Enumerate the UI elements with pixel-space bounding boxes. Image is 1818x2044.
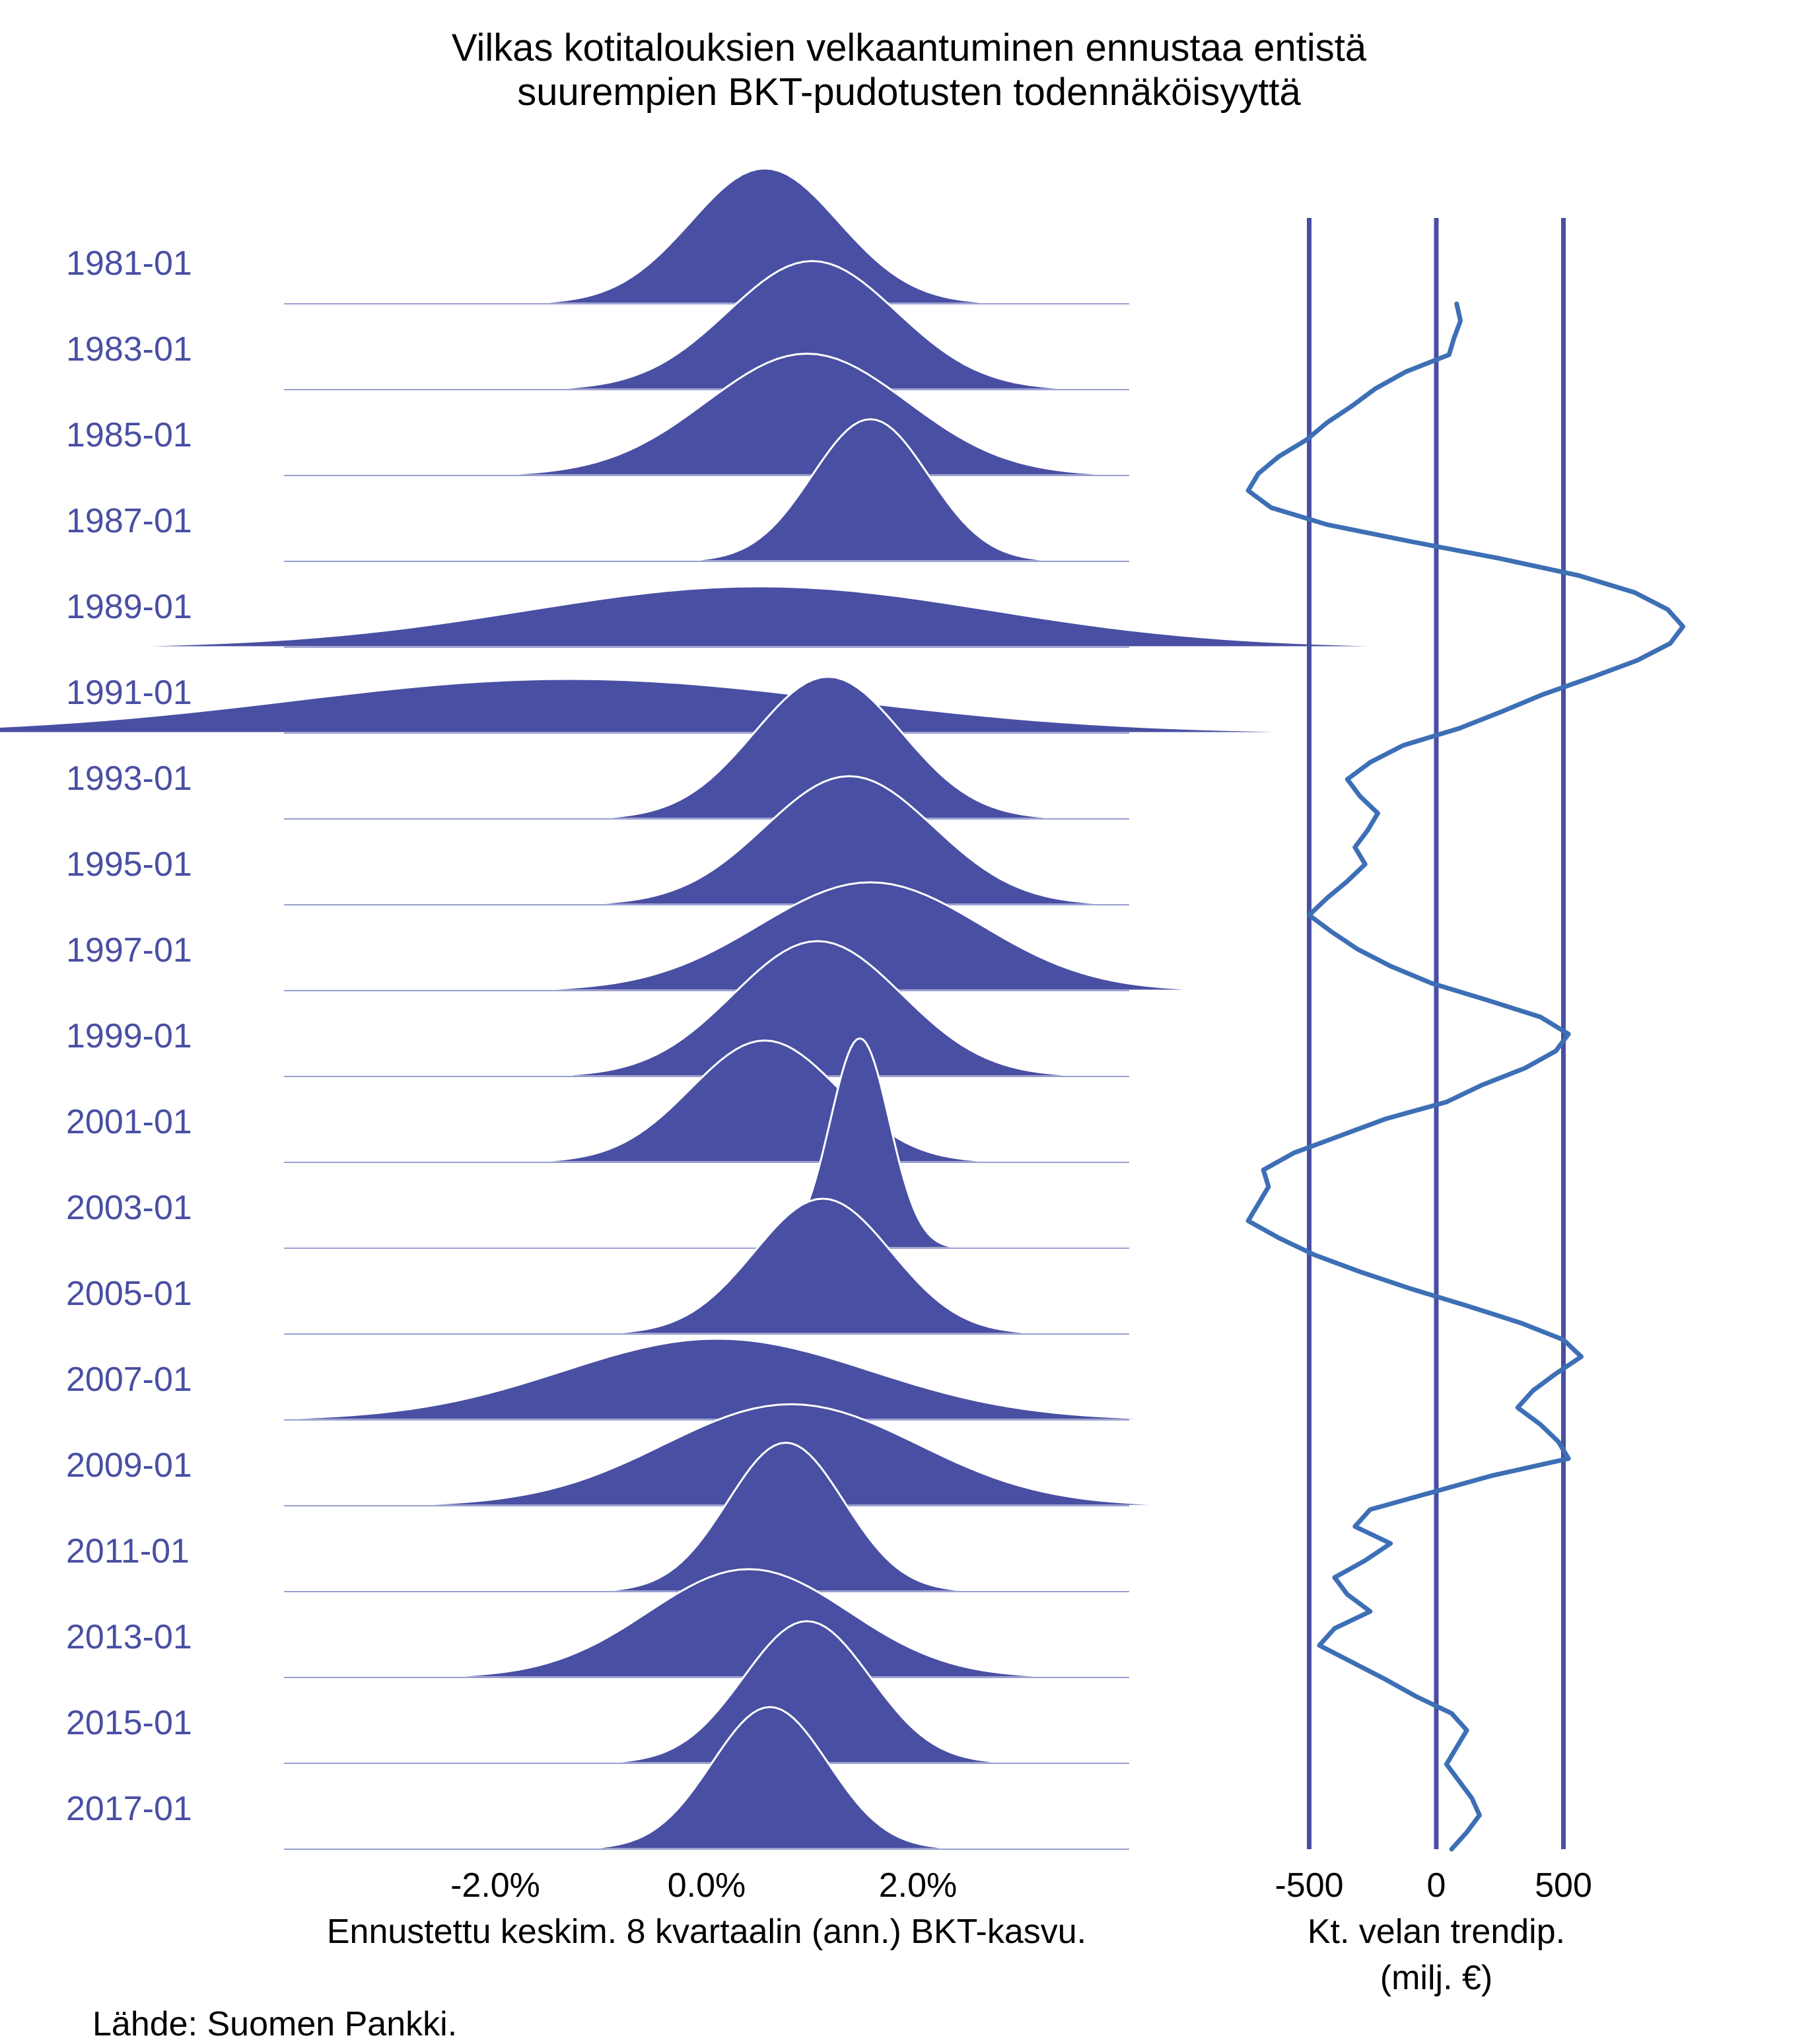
year-label-1987-01: 1987-01 [66,501,192,541]
year-label-1997-01: 1997-01 [66,931,192,970]
ridge-row-2 [405,354,1208,476]
year-label-1981-01: 1981-01 [66,244,192,283]
year-label-1991-01: 1991-01 [66,673,192,713]
chart-title: Vilkas kotitalouksien velkaantuminen enn… [0,26,1818,114]
year-label-2005-01: 2005-01 [66,1274,192,1314]
right-tick-500: 500 [1535,1866,1592,1905]
ridge-row-12 [548,1199,1098,1334]
year-label-2015-01: 2015-01 [66,1703,192,1743]
ridge-row-16 [347,1569,1150,1677]
year-label-2003-01: 2003-01 [66,1188,192,1228]
year-label-2007-01: 2007-01 [66,1360,192,1399]
ridge-row-13 [104,1339,1330,1420]
left-tick-2: 2.0% [879,1866,958,1905]
debt-trend-line [1182,304,1691,1849]
year-label-2009-01: 2009-01 [66,1446,192,1485]
right-tick-0: 0 [1427,1866,1446,1905]
year-label-2017-01: 2017-01 [66,1789,192,1829]
year-label-2013-01: 2013-01 [66,1617,192,1657]
left-tick--2: -2.0% [450,1866,540,1905]
title-line1: Vilkas kotitalouksien velkaantuminen enn… [452,26,1366,69]
right-x-axis-label-2: (milj. €) [1182,1958,1691,1998]
left-tick-0: 0.0% [668,1866,746,1905]
year-label-2011-01: 2011-01 [66,1532,190,1571]
page-root: Vilkas kotitalouksien velkaantuminen enn… [0,0,1818,1981]
source-attribution: Lähde: Suomen Pankki. [92,2004,457,2044]
year-label-1989-01: 1989-01 [66,587,192,627]
year-label-1985-01: 1985-01 [66,415,192,455]
year-label-2001-01: 2001-01 [66,1102,192,1142]
left-x-axis-label: Ennustettu keskim. 8 kvartaalin (ann.) B… [284,1912,1129,1952]
right-x-axis-label-1: Kt. velan trendip. [1182,1912,1691,1952]
ridge-row-18 [538,1707,1002,1849]
ridge-row-9 [479,941,1156,1076]
year-label-1993-01: 1993-01 [66,759,192,798]
year-label-1995-01: 1995-01 [66,845,192,884]
year-label-1983-01: 1983-01 [66,330,192,369]
right-tick--500: -500 [1275,1866,1343,1905]
debt-trend-polyline [1248,304,1683,1849]
title-line2: suurempien BKT-pudotusten todennäköisyyt… [517,71,1301,114]
year-label-1999-01: 1999-01 [66,1016,192,1056]
ridge-plot [284,168,1129,1839]
